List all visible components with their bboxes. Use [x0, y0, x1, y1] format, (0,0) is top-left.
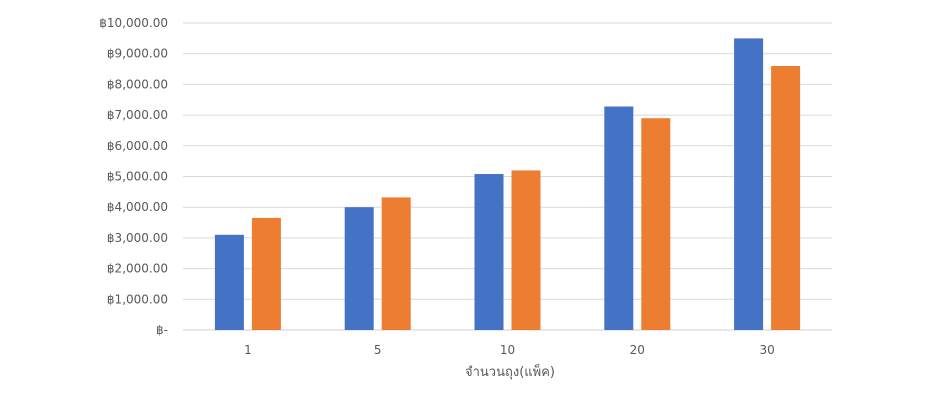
y-tick-label: ฿6,000.00: [107, 139, 168, 153]
bar-series-2-30: [771, 66, 801, 330]
bar-series-2-5: [381, 197, 411, 330]
x-axis-title: จำนวนถุง(แพ็ค): [465, 362, 555, 380]
bar-series-2-1: [251, 217, 281, 330]
y-tick-label: ฿-: [156, 323, 168, 337]
x-tick-label: 20: [630, 343, 645, 357]
bar-series-1-1: [214, 234, 244, 330]
x-tick-label: 5: [374, 343, 382, 357]
x-axis-ticks: 1 5 10 20 30: [244, 343, 775, 357]
y-tick-label: ฿9,000.00: [107, 47, 168, 61]
y-tick-label: ฿3,000.00: [107, 231, 168, 245]
y-tick-label: ฿8,000.00: [107, 77, 168, 91]
bar-series-1-20: [604, 106, 634, 330]
bars: [214, 38, 801, 331]
bar-series-1-30: [734, 38, 764, 331]
x-tick-label: 10: [500, 343, 515, 357]
y-tick-label: ฿2,000.00: [107, 262, 168, 276]
y-tick-label: ฿1,000.00: [107, 292, 168, 306]
y-tick-label: ฿5,000.00: [107, 170, 168, 184]
bar-series-2-20: [641, 118, 671, 330]
y-tick-label: ฿7,000.00: [107, 108, 168, 122]
y-tick-label: ฿4,000.00: [107, 200, 168, 214]
bar-series-2-10: [511, 170, 541, 330]
y-axis-ticks: ฿- ฿1,000.00 ฿2,000.00 ฿3,000.00 ฿4,000.00 ฿5…: [99, 16, 168, 337]
y-tick-label: ฿10,000.00: [99, 16, 168, 30]
x-tick-label: 1: [244, 343, 252, 357]
x-tick-label: 30: [759, 343, 774, 357]
gridlines: [183, 22, 832, 331]
bar-series-1-10: [474, 174, 504, 330]
bar-series-1-5: [344, 207, 374, 330]
